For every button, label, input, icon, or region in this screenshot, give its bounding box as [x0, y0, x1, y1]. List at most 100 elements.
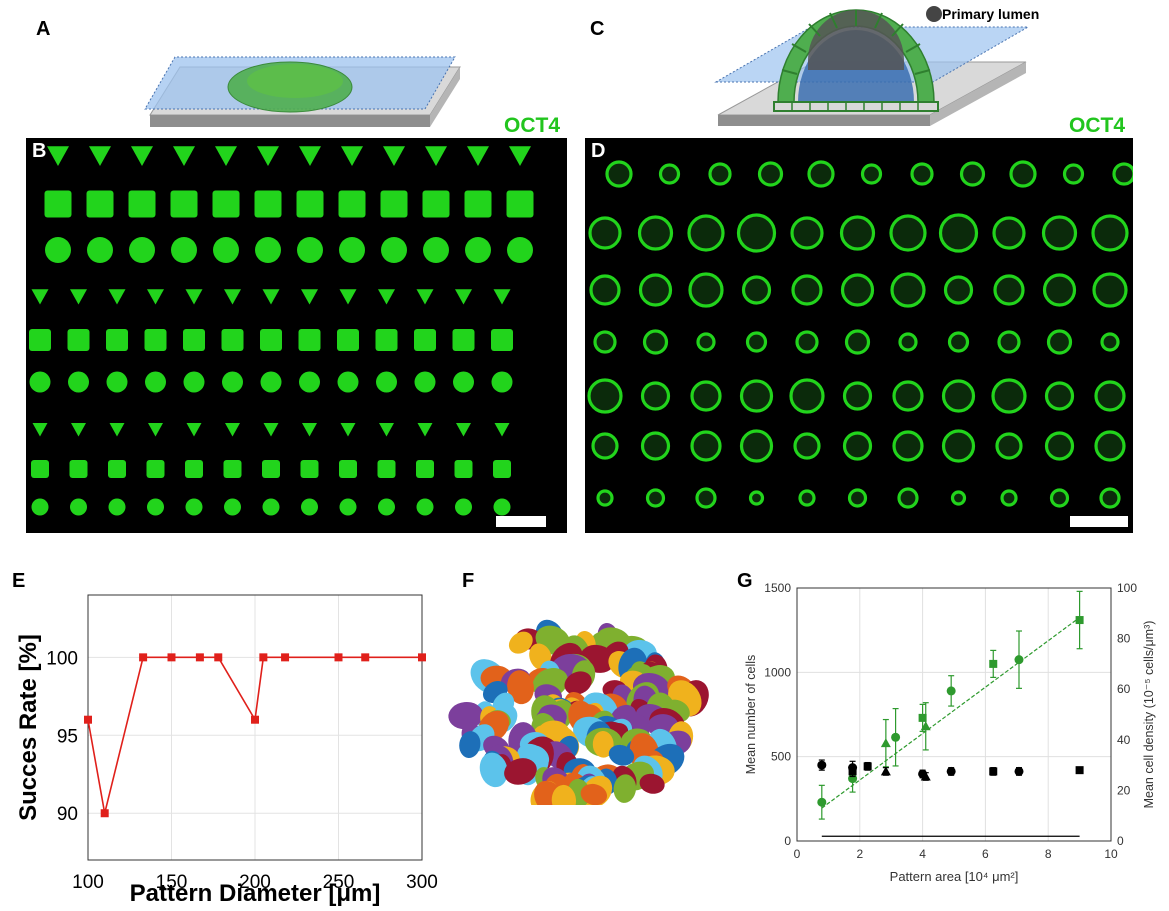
- colony-triangle: [131, 146, 153, 166]
- colony-triangle: [379, 423, 394, 437]
- x-tick-label: 0: [794, 847, 801, 861]
- cyst-ring: [847, 488, 868, 508]
- cyst-ring: [1044, 381, 1075, 411]
- colony-circle: [129, 237, 155, 263]
- cyst-ring: [587, 378, 623, 414]
- panel-label-d: D: [591, 140, 606, 162]
- colony-circle: [183, 371, 205, 393]
- cyst-ring: [1049, 488, 1070, 508]
- cyst-ring: [1100, 332, 1120, 352]
- colony-triangle: [378, 289, 395, 305]
- y-left-axis-label: Mean number of cells: [744, 655, 758, 775]
- stain-label-left: OCT4: [504, 114, 561, 137]
- cyst-ring: [589, 274, 621, 306]
- cyst-ring: [790, 216, 824, 250]
- cell-blob: [592, 730, 614, 758]
- cyst-ring: [637, 215, 674, 251]
- cell-blob: [504, 758, 537, 785]
- cyst-ring: [842, 431, 873, 461]
- y-right-tick-label: 60: [1117, 682, 1131, 696]
- colony-circle: [339, 237, 365, 263]
- cyst-ring: [1009, 160, 1037, 188]
- schematic-2d-colony: [144, 56, 461, 127]
- colony-square: [212, 190, 240, 218]
- colony-square: [414, 329, 436, 351]
- cell-blob: [508, 631, 533, 654]
- colony-circle: [70, 498, 87, 516]
- cyst-ring: [739, 429, 774, 463]
- y-right-tick-label: 20: [1117, 783, 1131, 797]
- colony-square: [128, 190, 156, 218]
- cyst-ring: [690, 430, 722, 462]
- colony-triangle: [416, 289, 434, 305]
- colony-triangle: [299, 146, 321, 166]
- colony-circle: [339, 498, 357, 516]
- colony-square: [506, 190, 534, 218]
- colony-circle: [106, 371, 128, 393]
- x-tick-label: 150: [156, 872, 188, 893]
- cyst-ring: [1091, 214, 1129, 252]
- data-point-square: [863, 762, 872, 771]
- cell-blob: [448, 701, 484, 730]
- colony-circle: [145, 371, 166, 393]
- colony-triangle: [467, 146, 489, 166]
- cell-blob: [608, 744, 635, 766]
- cell-blob: [580, 783, 608, 805]
- colony-circle: [255, 237, 281, 263]
- y-tick-label: 95: [57, 726, 78, 747]
- colony-circle: [378, 498, 395, 516]
- colony-circle: [465, 237, 491, 263]
- y-left-tick-label: 1500: [764, 581, 791, 595]
- colony-circle: [213, 237, 239, 263]
- data-point: [259, 653, 268, 662]
- cyst-ring: [645, 488, 666, 508]
- colony-triangle: [89, 146, 111, 166]
- cyst-ring: [757, 161, 784, 187]
- data-point: [84, 715, 92, 724]
- colony-square: [183, 329, 205, 351]
- colony-circle: [423, 237, 449, 263]
- colony-triangle: [225, 423, 240, 437]
- data-point: [281, 653, 290, 662]
- colony-circle: [147, 498, 164, 516]
- colony-circle: [68, 371, 89, 393]
- data-point-circle: [891, 732, 901, 742]
- colony-triangle: [186, 423, 202, 437]
- colony-triangle: [341, 146, 363, 166]
- data-point-circle: [1014, 766, 1024, 776]
- x-tick-label: 6: [982, 847, 989, 861]
- cyst-ring: [687, 214, 725, 252]
- colony-triangle: [493, 289, 511, 305]
- colony-triangle: [383, 146, 405, 166]
- colony-triangle: [71, 423, 86, 437]
- y-tick-label: 100: [46, 648, 78, 669]
- colony-square: [339, 460, 357, 478]
- data-point-square: [848, 767, 857, 776]
- scale-bar-b: [496, 516, 546, 527]
- colony-circle: [376, 371, 397, 393]
- colony-square: [185, 460, 203, 478]
- data-point-triangle: [920, 771, 931, 781]
- colony-triangle: [509, 146, 531, 166]
- cell-blob: [507, 670, 534, 705]
- cyst-ring: [1000, 489, 1018, 507]
- y-right-tick-label: 40: [1117, 733, 1131, 747]
- x-tick-label: 10: [1104, 847, 1118, 861]
- colony-circle: [171, 237, 197, 263]
- micrograph-b: B: [26, 138, 567, 533]
- data-point: [251, 715, 259, 724]
- cyst-ring: [1046, 329, 1073, 355]
- cyst-ring: [840, 273, 875, 307]
- y-left-tick-label: 0: [784, 834, 791, 848]
- colony-circle: [297, 237, 323, 263]
- cyst-ring: [910, 162, 934, 186]
- cyst-ring: [844, 329, 871, 355]
- cyst-ring: [1042, 273, 1077, 307]
- cyst-ring: [638, 273, 673, 307]
- y-left-tick-label: 500: [771, 750, 791, 764]
- colony-square: [493, 460, 511, 478]
- plot-area: [797, 588, 1111, 841]
- colony-square: [296, 190, 324, 218]
- colony-triangle: [32, 423, 48, 437]
- colony-circle: [301, 498, 318, 516]
